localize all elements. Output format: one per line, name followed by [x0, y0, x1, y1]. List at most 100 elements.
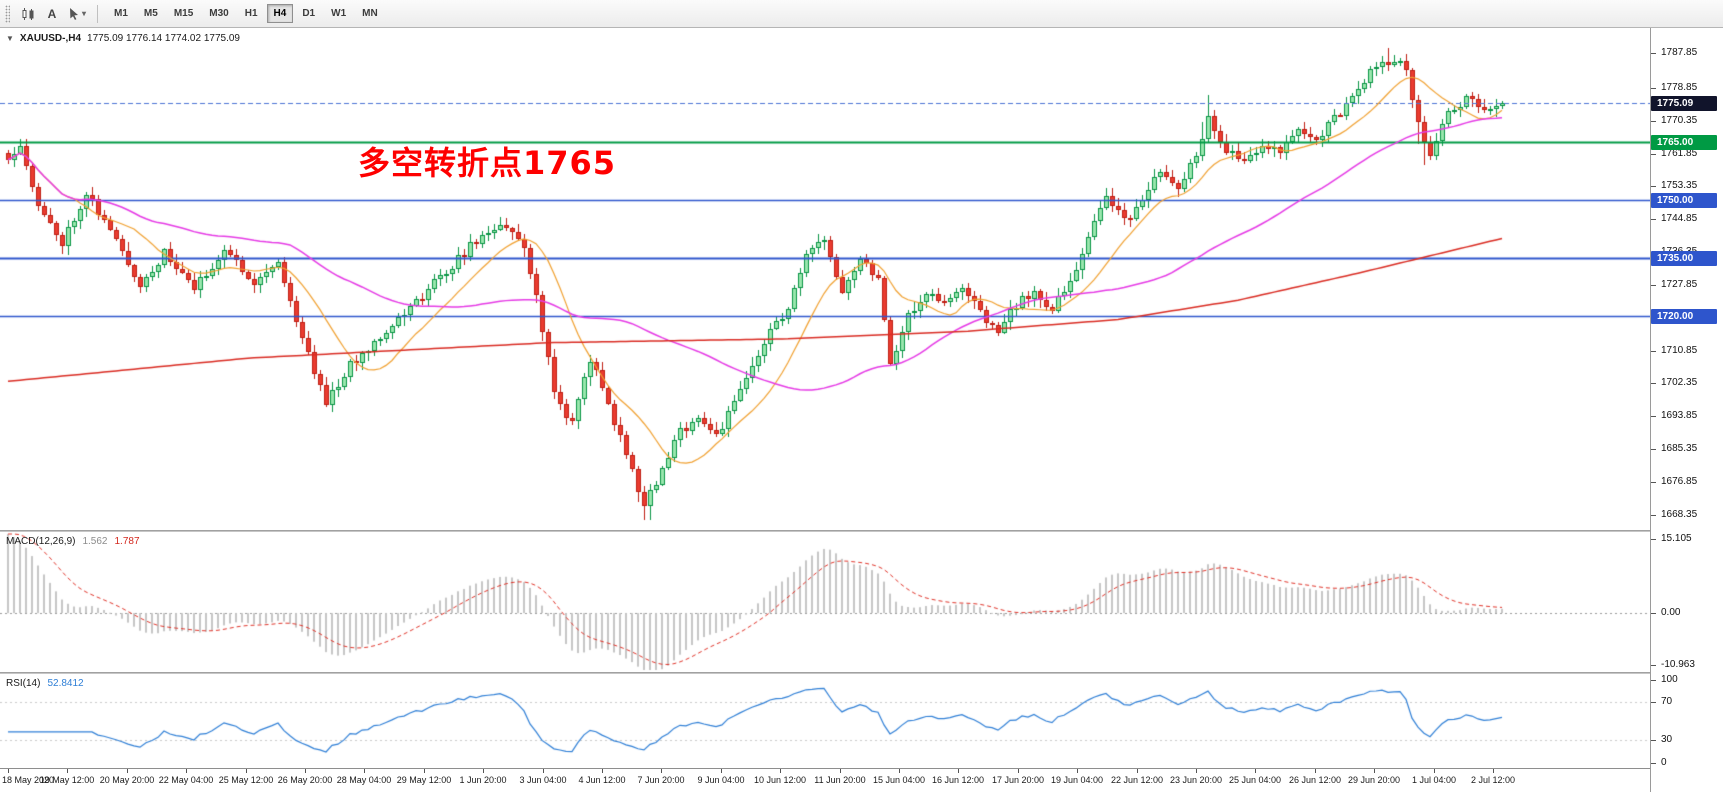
symbol-dropdown-icon[interactable]: ▼: [6, 34, 14, 43]
price-tick: 1702.35: [1651, 377, 1723, 388]
timeframe-button-m15[interactable]: M15: [173, 8, 194, 19]
rsi-scale-tick: 0: [1651, 757, 1723, 768]
time-axis-border: [0, 768, 1723, 769]
price-tick: 1693.85: [1651, 410, 1723, 421]
price-tick: 1778.85: [1651, 82, 1723, 93]
macd-scale-tick: 0.00: [1651, 607, 1723, 618]
time-tick: [1255, 769, 1256, 773]
ohlc-values: 1775.09 1776.14 1774.02 1775.09: [87, 33, 240, 44]
time-tick: [899, 769, 900, 773]
time-label: 15 Jun 04:00: [872, 775, 926, 785]
time-label: 19 Jun 04:00: [1050, 775, 1104, 785]
rsi-indicator-label: RSI(14) 52.8412: [6, 678, 84, 689]
rsi-value: 52.8412: [47, 678, 84, 689]
time-tick: [661, 769, 662, 773]
price-tick: 1710.85: [1651, 345, 1723, 356]
time-label: 22 Jun 12:00: [1110, 775, 1164, 785]
macd-signal-value: 1.787: [114, 536, 140, 547]
chevron-down-icon: ▾: [82, 9, 87, 18]
macd-indicator-canvas[interactable]: [0, 532, 1650, 672]
price-tick: 1668.35: [1651, 509, 1723, 520]
cursor-tool-button[interactable]: ▾: [65, 4, 89, 24]
text-tool-icon: A: [47, 6, 57, 21]
time-label: 2 Jul 12:00: [1470, 775, 1516, 785]
time-tick: [483, 769, 484, 773]
time-label: 1 Jun 20:00: [459, 775, 507, 785]
price-tick: 1753.35: [1651, 180, 1723, 191]
panel-splitter-rsi[interactable]: [0, 672, 1723, 674]
time-tick: [8, 769, 9, 773]
price-tag-level-1720: 1720.00: [1651, 308, 1717, 324]
candlestick-chart-button[interactable]: [17, 4, 39, 24]
time-tick: [127, 769, 128, 773]
time-tick: [840, 769, 841, 773]
macd-name: MACD(12,26,9): [6, 536, 76, 547]
time-tick: [186, 769, 187, 773]
chart-annotation-text[interactable]: 多空转折点1765: [358, 144, 617, 182]
price-tick: 1744.85: [1651, 213, 1723, 224]
time-label: 29 May 12:00: [396, 775, 452, 785]
rsi-scale-tick: 70: [1651, 696, 1723, 707]
macd-scale-tick: 15.105: [1651, 533, 1723, 544]
time-tick: [1374, 769, 1375, 773]
price-scale-border: [1650, 28, 1651, 792]
time-tick: [305, 769, 306, 773]
time-tick: [67, 769, 68, 773]
price-tag-level-1765: 1765.00: [1651, 134, 1717, 150]
macd-main-value: 1.562: [82, 536, 108, 547]
time-scale[interactable]: 18 May 2020 19 May 12:00 20 May 20:00 22 Ma…: [0, 769, 1650, 792]
time-tick: [1315, 769, 1316, 773]
time-label: 11 Jun 20:00: [814, 775, 866, 785]
time-tick: [958, 769, 959, 773]
time-tick: [424, 769, 425, 773]
timeframe-button-m1[interactable]: M1: [114, 8, 128, 19]
time-label: 16 Jun 12:00: [931, 775, 985, 785]
toolbar-grip-handle[interactable]: [5, 4, 10, 23]
toolbar-separator: [97, 4, 99, 23]
price-tick: 1676.85: [1651, 476, 1723, 487]
panel-splitter-macd[interactable]: [0, 530, 1723, 532]
price-tag-bid-price: 1775.09: [1651, 95, 1717, 111]
time-tick: [1077, 769, 1078, 773]
timeframe-button-m5[interactable]: M5: [143, 8, 158, 19]
time-tick: [246, 769, 247, 773]
timeframe-button-m30[interactable]: M30: [209, 8, 229, 19]
main-toolbar: A ▾ M1 M5 M15 M30 H1 H4 D1 W1 MN: [0, 0, 1723, 28]
time-tick: [543, 769, 544, 773]
price-chart-canvas[interactable]: [0, 28, 1650, 530]
timeframe-button-mn[interactable]: MN: [362, 8, 378, 19]
time-tick: [1018, 769, 1019, 773]
time-label: 25 Jun 04:00: [1228, 775, 1282, 785]
timeframe-button-h4[interactable]: H4: [266, 4, 294, 23]
timeframe-button-d1[interactable]: D1: [302, 8, 316, 19]
time-label: 26 Jun 12:00: [1288, 775, 1342, 785]
rsi-indicator-canvas[interactable]: [0, 674, 1650, 768]
timeframe-group: M1 M5 M15 M30 H1 H4 D1 W1 MN: [106, 4, 386, 23]
time-label: 9 Jun 04:00: [697, 775, 745, 785]
time-label: 7 Jun 20:00: [637, 775, 685, 785]
time-tick: [1196, 769, 1197, 773]
time-label: 29 Jun 20:00: [1347, 775, 1401, 785]
macd-indicator-label: MACD(12,26,9) 1.562 1.787: [6, 536, 140, 547]
time-tick: [721, 769, 722, 773]
time-label: 28 May 04:00: [336, 775, 392, 785]
time-label: 4 Jun 12:00: [578, 775, 626, 785]
time-label: 10 Jun 12:00: [753, 775, 807, 785]
time-label: 3 Jun 04:00: [519, 775, 567, 785]
price-tick: 1727.85: [1651, 279, 1723, 290]
price-tick: 1761.85: [1651, 148, 1723, 159]
price-tag-level-1750: 1750.00: [1651, 192, 1717, 208]
text-tool-button[interactable]: A: [41, 4, 63, 24]
price-tick: 1770.35: [1651, 115, 1723, 126]
price-tick: 1787.85: [1651, 47, 1723, 58]
price-scale[interactable]: 1787.85 1778.85 1770.35 1761.85 1753.35 1744.…: [1651, 28, 1723, 792]
price-tag-level-1735: 1735.00: [1651, 250, 1717, 266]
time-label: 23 Jun 20:00: [1169, 775, 1223, 785]
time-label: 1 Jul 04:00: [1411, 775, 1457, 785]
timeframe-button-w1[interactable]: W1: [331, 8, 347, 19]
macd-scale-tick: -10.963: [1651, 659, 1723, 670]
time-tick: [1493, 769, 1494, 773]
timeframe-button-h1[interactable]: H1: [244, 8, 258, 19]
cursor-arrow-icon: [70, 8, 78, 20]
